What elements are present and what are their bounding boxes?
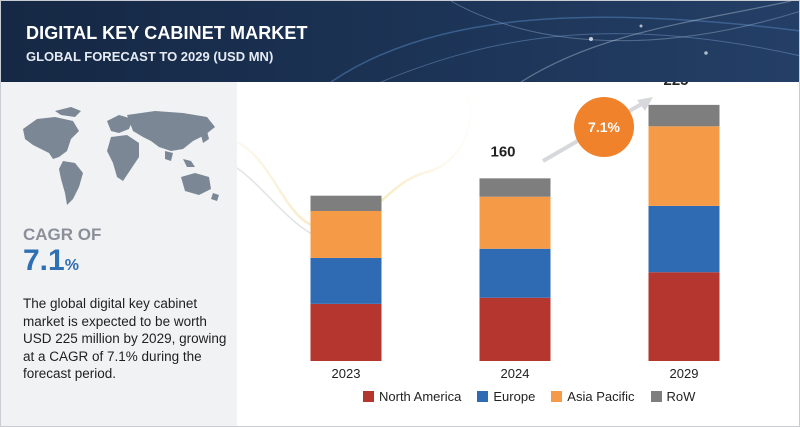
bar-segment-north-america-2029 xyxy=(648,272,720,361)
x-tick-label: 2024 xyxy=(501,366,530,381)
page-title: DIGITAL KEY CABINET MARKET xyxy=(26,23,308,43)
bar-segment-europe-2024 xyxy=(479,248,551,298)
legend-swatch xyxy=(650,391,662,402)
bar-segment-north-america-2023 xyxy=(310,303,382,361)
legend-swatch xyxy=(363,391,374,402)
bar-segment-asia-pacific-2024 xyxy=(479,196,551,249)
legend-swatch xyxy=(551,391,563,402)
page-subtitle: GLOBAL FORECAST TO 2029 (USD MN) xyxy=(26,49,274,64)
cagr-unit: % xyxy=(64,257,79,274)
bar-segment-row-2024 xyxy=(479,178,551,197)
legend-swatch xyxy=(477,391,489,402)
total-label-2024: 160 xyxy=(490,143,515,160)
bar-segment-europe-2029 xyxy=(648,205,720,273)
header-banner: DIGITAL KEY CABINET MARKET GLOBAL FORECA… xyxy=(1,1,799,82)
legend-item-row: RoW xyxy=(650,389,696,404)
legend-item-asia-pacific: Asia Pacific xyxy=(551,389,635,404)
market-description: The global digital key cabinet market is… xyxy=(23,296,227,381)
cagr-badge-label: 7.1% xyxy=(588,119,620,135)
legend-item-north-america: North America xyxy=(363,389,461,404)
growth-arrow-head xyxy=(637,97,653,111)
bar-segment-europe-2023 xyxy=(310,257,382,304)
bar-segment-north-america-2024 xyxy=(479,297,551,361)
stacked-bar-chart: 2023 2024 160 2029 225 7.1% xyxy=(237,82,720,381)
x-tick-label: 2029 xyxy=(670,366,699,381)
legend-label: Asia Pacific xyxy=(567,389,635,404)
header-background-graphic xyxy=(1,1,799,82)
world-map-icon xyxy=(23,107,219,205)
cagr-label: CAGR OF xyxy=(23,225,102,244)
bar-segment-row-2023 xyxy=(310,195,382,211)
cagr-badge xyxy=(574,97,634,157)
bar-segment-row-2029 xyxy=(648,104,720,127)
total-label-2029: 225 xyxy=(663,82,688,89)
cagr-number: 7.1 xyxy=(23,244,65,277)
legend-label: North America xyxy=(379,389,462,404)
chart-legend: North America Europe Asia Pacific RoW xyxy=(363,389,711,404)
legend-label: Europe xyxy=(493,389,536,404)
bar-segment-asia-pacific-2029 xyxy=(648,126,720,206)
legend-item-europe: Europe xyxy=(477,389,535,404)
cagr-value: 7.1% xyxy=(23,244,79,278)
x-tick-label: 2023 xyxy=(332,366,361,381)
legend-label: RoW xyxy=(666,389,696,404)
bar-segment-asia-pacific-2023 xyxy=(310,211,382,258)
